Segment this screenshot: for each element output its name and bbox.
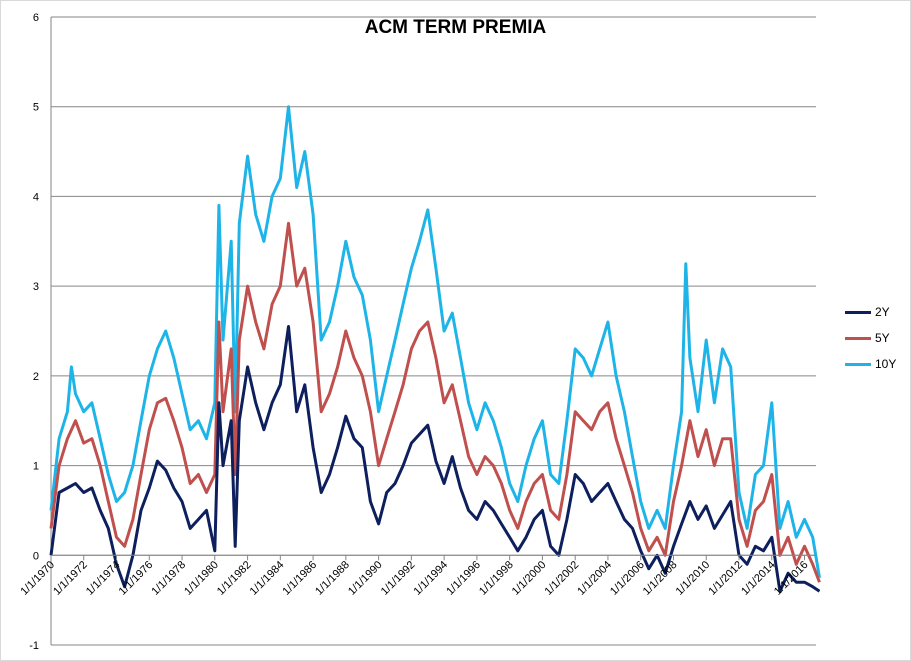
x-tick-label: 1/1/1996 [444,559,483,598]
y-tick-label: 4 [33,191,39,203]
x-tick-label: 1/1/1980 [182,559,221,598]
legend-swatch [845,336,871,340]
y-tick-label: 3 [33,281,39,293]
x-tick-label: 1/1/1988 [313,559,352,598]
legend-swatch [845,362,871,366]
x-tick-label: 1/1/2002 [543,559,582,598]
x-tick-label: 1/1/1994 [411,559,450,598]
x-tick-label: 1/1/1998 [477,559,516,598]
y-tick-label: 6 [33,12,39,24]
chart-legend: 2Y 5Y 10Y [845,299,896,377]
x-tick-label: 1/1/1986 [280,559,319,598]
legend-item-2y: 2Y [845,299,896,325]
y-tick-label: 0 [33,550,39,562]
y-tick-label: 2 [33,371,39,383]
x-tick-label: 1/1/2010 [674,559,713,598]
series-line-2y [49,325,821,593]
x-tick-label: 1/1/1990 [346,559,385,598]
x-tick-label: 1/1/1978 [149,559,188,598]
x-tick-label: 1/1/2000 [510,559,549,598]
legend-label: 10Y [875,357,897,371]
x-tick-label: 1/1/2004 [575,559,614,598]
y-tick-label: 1 [33,461,39,473]
legend-item-10y: 10Y [845,351,896,377]
chart-title: ACM TERM PREMIA [364,17,547,38]
x-tick-label: 1/1/2012 [706,559,745,598]
legend-label: 2Y [875,305,890,319]
y-tick-label: -1 [29,640,39,652]
x-tick-label: 1/1/2006 [608,559,647,598]
x-tick-label: 1/1/2014 [739,559,778,598]
legend-item-5y: 5Y [845,325,896,351]
legend-label: 5Y [875,331,890,345]
y-tick-label: 5 [33,102,39,114]
x-tick-label: 1/1/1974 [84,559,123,598]
x-tick-label: 1/1/1984 [248,559,287,598]
series-line-10y [49,105,821,578]
x-tick-label: 1/1/1972 [51,559,90,598]
x-tick-label: 1/1/1992 [379,559,418,598]
x-tick-label: 1/1/1982 [215,559,254,598]
series-line-5y [49,221,821,583]
legend-swatch [845,310,871,314]
